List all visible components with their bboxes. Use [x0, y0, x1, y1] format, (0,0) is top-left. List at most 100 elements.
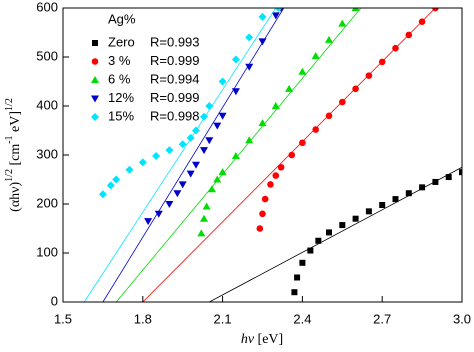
plot-frame [62, 7, 463, 303]
marker [138, 158, 147, 167]
marker [258, 119, 267, 127]
marker [218, 168, 227, 176]
marker [256, 225, 264, 232]
marker [231, 88, 240, 96]
marker [197, 229, 206, 237]
y-tick-label: 200 [36, 195, 58, 210]
marker [379, 201, 386, 208]
marker [199, 112, 208, 121]
marker [91, 58, 99, 65]
marker [213, 122, 222, 130]
marker [405, 31, 413, 39]
marker [274, 8, 283, 12]
marker [112, 175, 121, 184]
marker [125, 165, 134, 174]
marker [173, 190, 182, 198]
marker [267, 181, 274, 188]
marker [365, 72, 373, 79]
legend-label: Zero [108, 34, 135, 49]
marker [418, 18, 426, 26]
marker [338, 19, 347, 27]
marker [92, 40, 98, 46]
marker [272, 172, 280, 179]
marker [432, 8, 439, 12]
marker [261, 195, 269, 203]
marker [352, 215, 359, 222]
marker [218, 77, 227, 86]
marker [199, 214, 208, 222]
plot-area [83, 8, 462, 302]
marker [352, 85, 359, 93]
marker [339, 98, 346, 106]
marker [311, 52, 320, 60]
marker [165, 201, 174, 208]
x-axis-label: hν [eV] [241, 332, 283, 347]
y-tick-label: 600 [36, 0, 58, 14]
marker [392, 44, 399, 52]
marker [419, 184, 426, 191]
marker [315, 237, 322, 244]
marker [178, 181, 187, 189]
marker [405, 190, 412, 197]
y-tick-label: 300 [36, 146, 58, 161]
y-label-part: -1 [4, 135, 15, 143]
marker [199, 147, 208, 155]
marker [245, 136, 254, 144]
marker [392, 196, 399, 203]
legend-label: 3 % [108, 53, 131, 68]
y-tick-label: 500 [36, 48, 58, 63]
marker [445, 174, 452, 181]
fit-line [102, 8, 285, 302]
y-tick-label: 400 [36, 97, 58, 112]
marker [152, 151, 161, 160]
marker [325, 112, 333, 120]
marker [202, 202, 211, 210]
marker [312, 126, 320, 133]
marker [277, 163, 285, 171]
marker [231, 151, 240, 159]
marker [205, 137, 214, 145]
marker [432, 178, 439, 185]
marker [299, 139, 306, 147]
marker [307, 247, 314, 254]
marker [231, 55, 240, 64]
y-label-part: 1/2 [4, 169, 15, 182]
x-label-part: [eV] [254, 332, 283, 347]
marker [288, 151, 296, 159]
marker [186, 170, 195, 178]
y-label-part: eV] [8, 111, 23, 136]
marker [339, 222, 346, 229]
marker [325, 35, 333, 43]
marker [299, 259, 306, 266]
x-tick-label: 2.1 [214, 311, 232, 326]
legend-title: Ag% [108, 11, 136, 26]
legend-r: R=0.999 [150, 90, 200, 105]
marker [98, 190, 107, 199]
legend-r: R=0.993 [150, 34, 200, 49]
marker [459, 169, 462, 176]
marker [294, 274, 301, 281]
marker [285, 84, 294, 92]
marker [326, 229, 332, 236]
marker [218, 112, 227, 120]
marker [178, 140, 187, 149]
marker [245, 63, 254, 71]
marker [245, 33, 254, 42]
marker [291, 289, 298, 296]
marker [271, 102, 280, 109]
marker [192, 126, 200, 135]
fit-line [115, 8, 362, 302]
marker [351, 8, 360, 11]
y-axis-label: (αhν)1/2 [cm-1 eV]1/2 [4, 98, 23, 212]
marker [298, 67, 307, 75]
legend-r: R=0.994 [150, 71, 200, 86]
legend-r: R=0.999 [150, 53, 200, 68]
marker [365, 208, 372, 215]
x-tick-label: 1.8 [134, 311, 152, 326]
legend-label: 15% [108, 108, 134, 123]
marker [207, 185, 216, 193]
marker [186, 133, 195, 142]
marker [205, 102, 214, 110]
y-label-part: [cm [8, 144, 23, 169]
